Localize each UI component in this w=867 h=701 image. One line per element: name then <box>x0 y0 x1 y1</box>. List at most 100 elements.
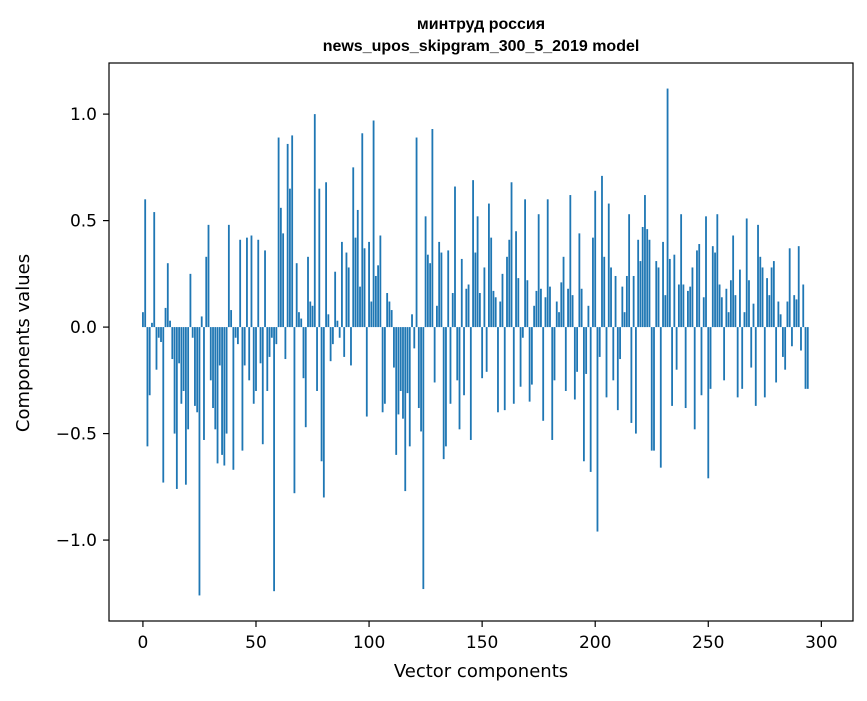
bar <box>512 327 515 404</box>
bar <box>198 327 201 596</box>
bar <box>191 327 194 338</box>
bar <box>277 137 280 328</box>
bar <box>650 327 653 451</box>
x-tick-label: 200 <box>579 633 611 653</box>
bar <box>700 327 703 396</box>
bar <box>757 224 759 328</box>
bar <box>451 293 454 328</box>
bar <box>603 256 606 328</box>
bar <box>334 271 337 328</box>
bar <box>598 327 601 357</box>
bar <box>546 199 549 328</box>
bar <box>318 188 321 328</box>
bar <box>383 327 386 404</box>
bar <box>454 186 456 328</box>
bar <box>739 269 741 328</box>
bar <box>551 327 554 440</box>
bar <box>793 295 796 328</box>
bar <box>540 288 542 328</box>
bar <box>635 327 637 434</box>
bar <box>567 288 569 328</box>
bar <box>786 301 789 328</box>
bar <box>325 182 327 328</box>
bar <box>264 250 266 328</box>
bar <box>592 237 594 328</box>
bar <box>714 252 716 328</box>
bar <box>519 327 522 387</box>
bar <box>189 273 192 328</box>
bar <box>772 261 775 328</box>
bar <box>408 327 411 447</box>
bar <box>510 182 513 328</box>
bar <box>490 237 493 328</box>
bar <box>528 327 531 402</box>
bar <box>322 327 325 498</box>
bar <box>734 295 737 328</box>
bar <box>535 290 538 328</box>
bar <box>386 293 389 328</box>
bar <box>761 267 764 328</box>
bar <box>691 267 694 328</box>
bar <box>639 261 642 328</box>
bar <box>142 312 144 328</box>
bar <box>494 297 497 328</box>
bar <box>338 327 341 338</box>
bar <box>576 327 579 372</box>
bar <box>169 320 171 328</box>
bar <box>232 327 235 470</box>
bar <box>293 327 296 494</box>
bar <box>573 327 576 400</box>
bar <box>623 312 626 328</box>
bar <box>436 305 438 328</box>
bar <box>515 231 517 328</box>
bar <box>331 327 334 345</box>
bar <box>218 327 221 366</box>
bar <box>673 254 676 328</box>
bar <box>788 248 791 328</box>
bar <box>508 239 511 328</box>
bar <box>250 235 253 328</box>
bar <box>585 327 588 374</box>
bar <box>171 327 174 360</box>
bar <box>659 327 662 468</box>
bar <box>212 327 214 409</box>
bar <box>621 286 624 328</box>
bar <box>411 314 413 328</box>
bar <box>677 284 680 328</box>
bar <box>729 280 732 328</box>
y-tick-label: −1.0 <box>56 531 97 551</box>
bar <box>630 327 633 423</box>
bar <box>605 327 608 398</box>
bar <box>485 327 488 372</box>
bar <box>227 224 230 328</box>
bar <box>465 288 468 328</box>
bar <box>178 327 181 364</box>
bar <box>530 327 533 385</box>
bar <box>478 293 481 328</box>
bar <box>365 327 368 417</box>
bar <box>417 327 420 409</box>
bar <box>420 327 422 432</box>
bar <box>797 246 800 328</box>
bar <box>214 327 217 430</box>
bar <box>313 114 316 328</box>
bar <box>458 327 461 430</box>
y-tick-label: 0.0 <box>70 318 97 338</box>
bar <box>657 267 660 328</box>
bar <box>259 327 262 364</box>
bar <box>284 327 287 360</box>
bar <box>628 214 631 328</box>
bar <box>720 297 723 328</box>
bar <box>223 327 226 466</box>
bar <box>270 327 273 338</box>
bar <box>596 327 599 532</box>
bar <box>298 312 300 328</box>
bar <box>431 129 434 328</box>
bar <box>768 295 771 328</box>
bar <box>481 327 484 379</box>
bar <box>625 275 628 328</box>
bar <box>241 327 244 451</box>
bar <box>182 327 185 391</box>
bar <box>616 327 619 411</box>
